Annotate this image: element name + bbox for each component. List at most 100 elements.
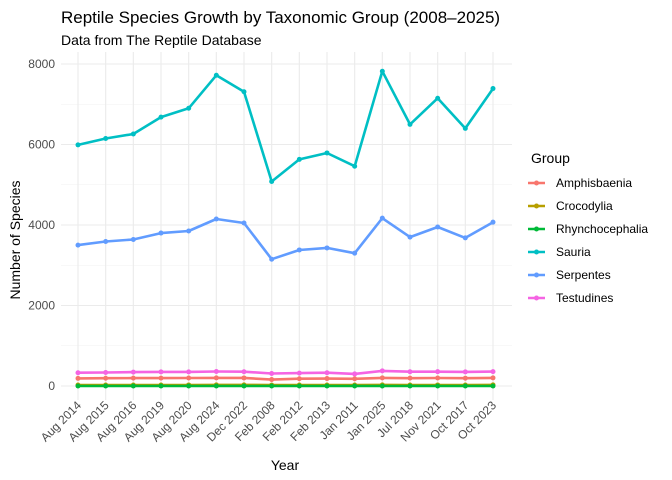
x-axis-title: Year: [271, 457, 300, 473]
data-point: [241, 89, 247, 95]
data-point: [269, 371, 275, 377]
data-point: [324, 383, 330, 389]
data-point: [130, 383, 136, 389]
data-point: [269, 256, 275, 262]
data-point: [435, 224, 441, 230]
data-point: [490, 369, 496, 375]
data-point: [241, 369, 247, 375]
data-point: [158, 230, 164, 236]
chart-subtitle: Data from The Reptile Database: [61, 32, 262, 48]
data-point: [352, 250, 358, 256]
data-point: [407, 234, 413, 240]
legend-key-point: [534, 226, 539, 232]
data-point: [379, 68, 385, 74]
data-point: [213, 216, 219, 222]
data-point: [407, 121, 413, 127]
data-point: [324, 245, 330, 251]
chart-title: Reptile Species Growth by Taxonomic Grou…: [61, 8, 500, 27]
data-point: [75, 375, 81, 381]
data-point: [103, 375, 109, 381]
data-point: [158, 114, 164, 120]
data-point: [407, 375, 413, 381]
data-point: [158, 369, 164, 375]
data-point: [130, 131, 136, 137]
data-point: [75, 370, 81, 376]
data-point: [130, 369, 136, 375]
data-point: [435, 375, 441, 381]
legend-title: Group: [531, 150, 570, 166]
legend-label: Serpentes: [556, 268, 611, 282]
data-point: [324, 370, 330, 376]
y-tick-label: 2000: [28, 299, 55, 313]
data-point: [379, 368, 385, 374]
data-point: [186, 105, 192, 111]
legend-key-point: [534, 203, 539, 209]
data-point: [158, 383, 164, 389]
series-line: [77, 216, 494, 261]
data-point: [103, 239, 109, 245]
y-tick-label: 8000: [28, 57, 55, 71]
data-point: [213, 383, 219, 389]
data-point: [462, 125, 468, 131]
y-tick-label: 4000: [28, 218, 55, 232]
data-point: [407, 383, 413, 389]
data-point: [296, 156, 302, 162]
data-point: [435, 383, 441, 389]
data-point: [296, 376, 302, 382]
legend-label: Testudines: [556, 291, 613, 305]
legend: Group Amphisbaenia Crocodylia Rhynchocepha…: [528, 150, 648, 305]
data-point: [324, 150, 330, 156]
series-line: [77, 369, 494, 376]
legend-label: Crocodylia: [556, 199, 613, 213]
data-point: [213, 369, 219, 375]
legend-key-point: [534, 249, 539, 255]
data-point: [130, 375, 136, 381]
data-point: [186, 369, 192, 375]
data-point: [158, 375, 164, 381]
data-point: [296, 370, 302, 376]
data-point: [352, 376, 358, 382]
data-point: [352, 163, 358, 169]
legend-key-point: [534, 295, 539, 301]
data-point: [324, 376, 330, 382]
data-point: [213, 375, 219, 381]
data-point: [103, 383, 109, 389]
data-point: [462, 235, 468, 241]
y-tick-label: 6000: [28, 138, 55, 152]
data-point: [130, 236, 136, 242]
data-point: [186, 383, 192, 389]
data-point: [435, 95, 441, 101]
series-line: [77, 376, 494, 381]
data-point: [435, 369, 441, 375]
data-point: [379, 375, 385, 381]
data-point: [352, 383, 358, 389]
data-point: [186, 228, 192, 234]
data-point: [186, 375, 192, 381]
data-point: [490, 219, 496, 225]
series-line: [77, 69, 495, 183]
legend-label: Amphisbaenia: [556, 176, 632, 190]
legend-label: Sauria: [556, 245, 591, 259]
data-point: [269, 377, 275, 383]
data-point: [379, 215, 385, 221]
y-axis-title: Number of Species: [7, 180, 23, 299]
data-point: [352, 371, 358, 377]
data-point: [379, 383, 385, 389]
legend-label: Rhynchocephalia: [556, 222, 648, 236]
data-point: [296, 383, 302, 389]
data-point: [490, 375, 496, 381]
legend-key-point: [534, 180, 539, 186]
data-point: [490, 383, 496, 389]
data-point: [75, 242, 81, 248]
data-point: [462, 369, 468, 375]
data-point: [75, 142, 81, 148]
data-point: [241, 220, 247, 226]
data-point: [241, 383, 247, 389]
data-point: [75, 383, 81, 389]
data-point: [462, 383, 468, 389]
series-layer: [75, 68, 496, 389]
data-point: [103, 370, 109, 376]
data-point: [269, 179, 275, 185]
